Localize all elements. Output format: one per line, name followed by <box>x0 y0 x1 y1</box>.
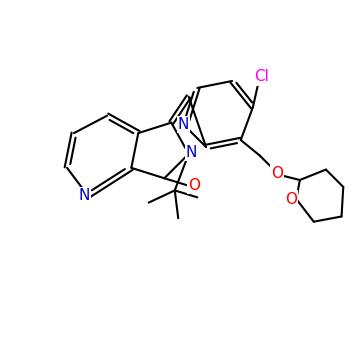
Text: O: O <box>188 178 200 193</box>
Text: O: O <box>271 166 283 181</box>
Text: N: N <box>178 117 189 132</box>
Text: O: O <box>285 192 297 207</box>
Text: Cl: Cl <box>254 69 269 84</box>
Text: N: N <box>79 188 90 203</box>
Text: N: N <box>186 145 197 160</box>
